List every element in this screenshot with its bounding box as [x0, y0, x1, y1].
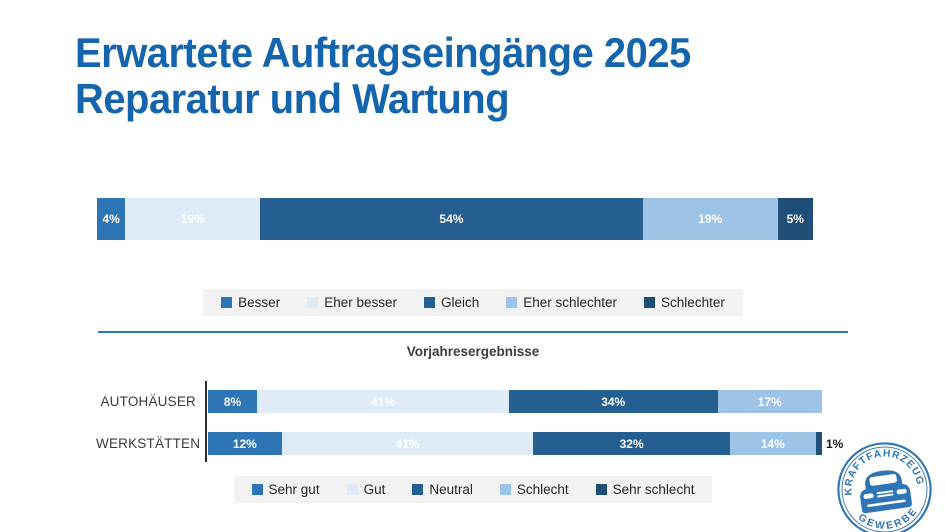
legend-swatch — [307, 297, 319, 308]
legend-swatch — [506, 297, 518, 308]
bar-segment-besser: 4% — [97, 198, 126, 240]
category-axis-line — [205, 381, 207, 462]
bar-segment-gut: 41% — [257, 390, 509, 413]
previous-year-section-title: Vorjahresergebnisse — [406, 344, 540, 359]
expected-orders-stacked-bar: 4% 19% 54% 19% 5% — [97, 198, 813, 240]
bar-segment-sehr-schlecht: 1% — [815, 432, 843, 455]
legend-item-besser: Besser — [221, 295, 280, 310]
legend-label: Besser — [238, 295, 281, 310]
bar-segment-gleich: 54% — [260, 198, 643, 240]
legend-item-eher-besser: Eher besser — [307, 295, 397, 310]
bar-segment-schlecht: 14% — [729, 432, 816, 455]
legend-label: Eher schlechter — [523, 295, 618, 310]
page-title-line2: Reparatur und Wartung — [75, 75, 510, 122]
legend-swatch — [423, 297, 435, 308]
bar-outside-value-label: 1% — [825, 436, 844, 451]
bar-segment-sehr-gut: 12% — [208, 432, 282, 455]
legend-swatch — [644, 297, 656, 308]
legend-label: Neutral — [429, 482, 473, 497]
previous-year-row-werkstätten: WERKSTÄTTEN 12% 41% 32% 14% 1% — [96, 432, 860, 455]
legend-strip: Sehr gut Gut Neutral Schlecht Sehr schlecht — [233, 476, 713, 503]
legend-label: Gleich — [440, 295, 480, 310]
legend-strip: Besser Eher besser Gleich Eher schlechter Sc… — [203, 289, 743, 316]
page-title: Erwartete Auftragseingänge 2025 Reparatu… — [75, 30, 691, 122]
legend-item-gut: Gut — [346, 482, 386, 497]
legend-swatch — [346, 484, 358, 495]
legend-swatch — [251, 484, 263, 495]
badge-svg: KRAFTFAHRZEUG GEWERBE — [837, 442, 932, 532]
car-front-icon — [860, 470, 912, 514]
expected-orders-legend: Besser Eher besser Gleich Eher schlechter Sc… — [98, 289, 848, 316]
category-label: WERKSTÄTTEN — [96, 436, 201, 451]
category-label: AUTOHÄUSER — [100, 394, 196, 409]
legend-item-eher-schlechter: Eher schlechter — [506, 295, 617, 310]
legend-item-schlechter: Schlechter — [644, 295, 725, 310]
bar-segment-sehr-gut: 8% — [208, 390, 258, 413]
previous-year-row-autohäuser: AUTOHÄUSER 8% 41% 34% 17% — [96, 390, 860, 413]
legend-swatch — [412, 484, 424, 495]
stacked-bar: 12% 41% 32% 14% 1% — [208, 432, 843, 455]
legend-item-gleich: Gleich — [423, 295, 480, 310]
legend-label: Schlecht — [516, 482, 569, 497]
bar-segment-eher-schlechter: 19% — [642, 198, 778, 240]
kfz-gewerbe-logo: KRAFTFAHRZEUG GEWERBE — [830, 435, 940, 532]
legend-label: Eher besser — [324, 295, 397, 310]
legend-label: Schlechter — [661, 295, 725, 310]
legend-swatch — [595, 484, 607, 495]
page-title-line1: Erwartete Auftragseingänge 2025 — [75, 29, 691, 76]
legend-label: Sehr gut — [268, 482, 320, 497]
previous-year-legend: Sehr gut Gut Neutral Schlecht Sehr schlecht — [98, 476, 848, 503]
section-divider — [98, 331, 848, 333]
stacked-bar: 8% 41% 34% 17% — [208, 390, 822, 413]
bar-segment-schlecht: 17% — [717, 390, 822, 413]
previous-year-chart: AUTOHÄUSER 8% 41% 34% 17% WERKSTÄTTEN 12% 41% 32… — [96, 381, 860, 462]
bar-segment-neutral: 32% — [533, 432, 730, 455]
legend-swatch — [221, 297, 233, 308]
legend-item-sehr-schlecht: Sehr schlecht — [595, 482, 695, 497]
bar-segment-neutral: 34% — [508, 390, 718, 413]
legend-swatch — [499, 484, 511, 495]
legend-item-neutral: Neutral — [412, 482, 473, 497]
legend-label: Gut — [363, 482, 386, 497]
bar-segment-schlechter: 5% — [777, 198, 813, 240]
bar-segment-gut: 41% — [281, 432, 534, 455]
legend-item-sehr-gut: Sehr gut — [251, 482, 320, 497]
bar-segment-eher-besser: 19% — [125, 198, 261, 240]
legend-item-schlecht: Schlecht — [499, 482, 569, 497]
legend-label: Sehr schlecht — [612, 482, 695, 497]
